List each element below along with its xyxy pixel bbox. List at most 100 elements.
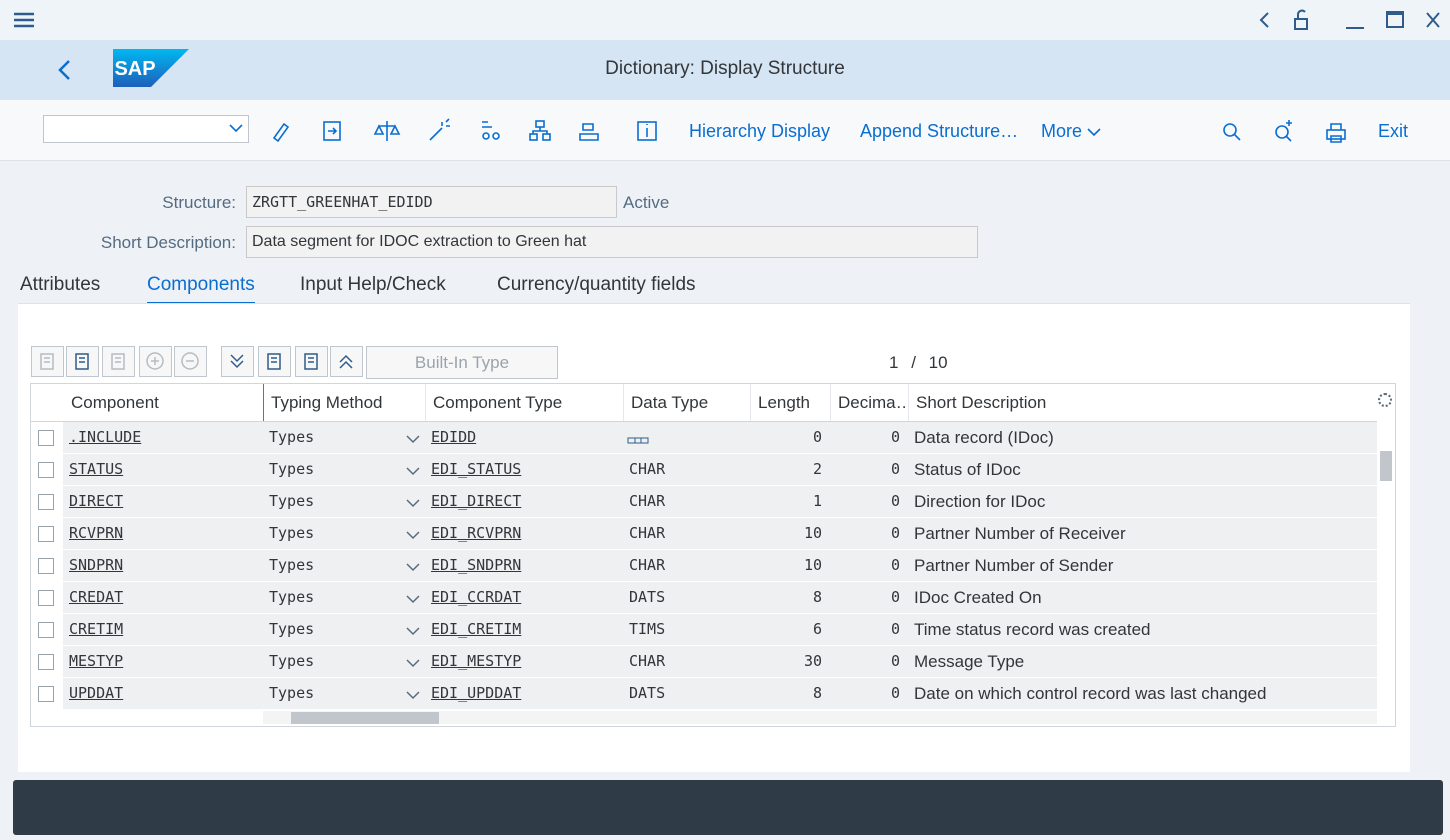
cell[interactable]: DIRECT: [69, 486, 261, 517]
table-tool-button[interactable]: [295, 346, 328, 377]
cell: 8: [756, 582, 828, 613]
cell[interactable]: EDI_STATUS: [431, 454, 621, 485]
toolbar-right-icons[interactable]: [1220, 120, 1350, 144]
append-structure-button[interactable]: Append Structure…: [860, 121, 1018, 142]
horizontal-thumb: [291, 712, 439, 724]
row-selector[interactable]: [38, 686, 54, 702]
more-button[interactable]: More: [1041, 121, 1082, 142]
cell[interactable]: Types: [269, 422, 423, 453]
cell: 0: [836, 550, 906, 581]
hierarchy-display-button[interactable]: Hierarchy Display: [689, 121, 830, 142]
cell[interactable]: EDI_SNDPRN: [431, 550, 621, 581]
dropdown-arrow[interactable]: [405, 528, 421, 546]
cell: DATS: [629, 678, 748, 709]
cell: 0: [836, 454, 906, 485]
page-title: Dictionary: Display Structure: [0, 58, 1450, 80]
toolbar-icons[interactable]: [270, 118, 670, 144]
table-tool-button[interactable]: [258, 346, 291, 377]
column-header: Component: [71, 387, 263, 418]
window-controls[interactable]: [1250, 8, 1445, 32]
row-selector[interactable]: [38, 494, 54, 510]
cell[interactable]: CRETIM: [69, 614, 261, 645]
settings-icon[interactable]: [1378, 393, 1392, 407]
cell[interactable]: Types: [269, 454, 423, 485]
cell[interactable]: EDI_RCVPRN: [431, 518, 621, 549]
cell[interactable]: MESTYP: [69, 646, 261, 677]
dropdown-arrow[interactable]: [405, 464, 421, 482]
cell: 0: [836, 614, 906, 645]
data-type-icon: [627, 432, 649, 450]
cell: DATS: [629, 582, 748, 613]
dropdown-arrow[interactable]: [405, 560, 421, 578]
cell[interactable]: EDI_CRETIM: [431, 614, 621, 645]
cell[interactable]: EDI_DIRECT: [431, 486, 621, 517]
dropdown-arrow[interactable]: [405, 592, 421, 610]
row-selector[interactable]: [38, 590, 54, 606]
cell: Time status record was created: [914, 614, 1375, 645]
cell: TIMS: [629, 614, 748, 645]
table-tool-button[interactable]: [66, 346, 99, 377]
table-tool-button[interactable]: [174, 346, 207, 377]
status-bar: [13, 780, 1443, 835]
row-selector[interactable]: [38, 558, 54, 574]
cell[interactable]: EDI_CCRDAT: [431, 582, 621, 613]
table-tool-button[interactable]: [102, 346, 135, 377]
dropdown-arrow[interactable]: [405, 496, 421, 514]
cell[interactable]: UPDDAT: [69, 678, 261, 709]
column-header: Typing Method: [271, 387, 425, 418]
cell[interactable]: Types: [269, 614, 423, 645]
row-divider: [31, 709, 1377, 710]
dropdown-arrow[interactable]: [405, 656, 421, 674]
short-description-field: Data segment for IDOC extraction to Gree…: [246, 226, 978, 258]
cell[interactable]: STATUS: [69, 454, 261, 485]
row-selector[interactable]: [38, 526, 54, 542]
cell[interactable]: Types: [269, 678, 423, 709]
pager-total: 10: [929, 353, 948, 372]
row-selector[interactable]: [38, 622, 54, 638]
cell[interactable]: RCVPRN: [69, 518, 261, 549]
cell[interactable]: Types: [269, 486, 423, 517]
table-tool-button[interactable]: [139, 346, 172, 377]
pager-current: 1: [889, 353, 898, 372]
cell: 0: [836, 422, 906, 453]
command-field[interactable]: [43, 115, 249, 143]
row-selector[interactable]: [38, 430, 54, 446]
menu-icon[interactable]: [12, 10, 36, 30]
table-tool-button[interactable]: [221, 346, 254, 377]
dropdown-arrow[interactable]: [405, 624, 421, 642]
table-tool-button[interactable]: [31, 346, 64, 377]
tab[interactable]: Components: [147, 274, 255, 305]
cell[interactable]: .INCLUDE: [69, 422, 261, 453]
table-tool-button[interactable]: [330, 346, 363, 377]
cell: Partner Number of Sender: [914, 550, 1375, 581]
tab[interactable]: Input Help/Check: [300, 274, 446, 296]
cell: 0: [756, 422, 828, 453]
cell[interactable]: CREDAT: [69, 582, 261, 613]
dropdown-arrow[interactable]: [405, 432, 421, 450]
cell[interactable]: Types: [269, 646, 423, 677]
cell[interactable]: EDI_UPDDAT: [431, 678, 621, 709]
cell: CHAR: [629, 550, 748, 581]
tab[interactable]: Currency/quantity fields: [497, 274, 696, 296]
cell: Direction for IDoc: [914, 486, 1375, 517]
cell: IDoc Created On: [914, 582, 1375, 613]
cell[interactable]: Types: [269, 518, 423, 549]
toolbar: Hierarchy Display Append Structure… More…: [0, 100, 1450, 161]
cell[interactable]: Types: [269, 582, 423, 613]
exit-button[interactable]: Exit: [1378, 121, 1408, 142]
cell: Message Type: [914, 646, 1375, 677]
cell: Status of IDoc: [914, 454, 1375, 485]
built-in-type-button[interactable]: Built-In Type: [366, 346, 558, 379]
cell[interactable]: EDI_MESTYP: [431, 646, 621, 677]
cell[interactable]: Types: [269, 550, 423, 581]
tab[interactable]: Attributes: [20, 274, 100, 296]
dropdown-arrow[interactable]: [405, 688, 421, 706]
cell[interactable]: EDIDD: [431, 422, 621, 453]
row-selector[interactable]: [38, 462, 54, 478]
row-selector[interactable]: [38, 654, 54, 670]
cell: 0: [836, 678, 906, 709]
cell[interactable]: SNDPRN: [69, 550, 261, 581]
cell: 6: [756, 614, 828, 645]
cell: 30: [756, 646, 828, 677]
cell: 0: [836, 486, 906, 517]
